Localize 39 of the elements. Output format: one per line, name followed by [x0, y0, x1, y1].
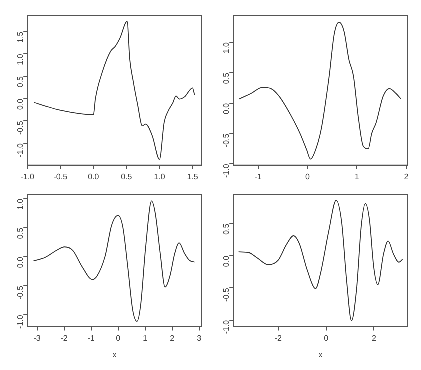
x-axis-title: x — [112, 350, 117, 360]
y-tick-label: -0.5 — [16, 286, 25, 300]
y-tick-label: 0.0 — [222, 102, 231, 114]
y-tick-label: -1.0 — [16, 314, 25, 329]
y-tick-label: 0.0 — [222, 255, 231, 268]
x-tick-label: 2 — [404, 172, 410, 182]
x-tick-label: -0.5 — [54, 172, 68, 182]
y-tick-label: 0.5 — [222, 72, 231, 84]
x-tick-label: -2 — [274, 334, 282, 343]
y-tick-label: -0.5 — [16, 120, 25, 135]
x-tick-label: 1.0 — [154, 172, 166, 182]
x-tick-label: 2 — [170, 334, 176, 343]
x-tick-label: -1 — [88, 334, 96, 343]
y-tick-label: -1.0 — [16, 142, 25, 158]
y-tick-label: 1.5 — [16, 31, 25, 43]
y-tick-label: -0.5 — [222, 133, 231, 148]
y-tick-label: 0.5 — [16, 76, 25, 88]
y-tick-label: 0.0 — [16, 256, 25, 268]
x-tick-label: 1 — [354, 172, 360, 182]
x-axis-title: x — [318, 350, 323, 360]
x-tick-label: 0 — [116, 334, 122, 343]
x-tick-label: 1 — [143, 334, 148, 343]
x-tick-label: 0.5 — [121, 172, 133, 182]
y-tick-label: 0.5 — [16, 227, 25, 240]
y-tick-label: 1.0 — [222, 42, 231, 54]
x-tick-label: -1 — [254, 172, 262, 182]
y-tick-label: 0.5 — [222, 223, 231, 235]
x-tick-label: 0.0 — [88, 172, 100, 182]
x-tick-label: -3 — [34, 334, 42, 343]
x-tick-label: 0 — [305, 172, 310, 182]
x-tick-label: 1.5 — [187, 172, 199, 182]
y-tick-label: 1.0 — [16, 54, 25, 66]
x-tick-label: 2 — [372, 334, 377, 343]
x-tick-label: -2 — [60, 334, 68, 343]
y-tick-label: 1.0 — [16, 198, 25, 210]
x-tick-label: 0 — [324, 334, 330, 343]
y-tick-label: 0.0 — [16, 98, 25, 110]
y-tick-label: -0.5 — [222, 288, 231, 302]
x-tick-label: 3 — [197, 334, 202, 343]
